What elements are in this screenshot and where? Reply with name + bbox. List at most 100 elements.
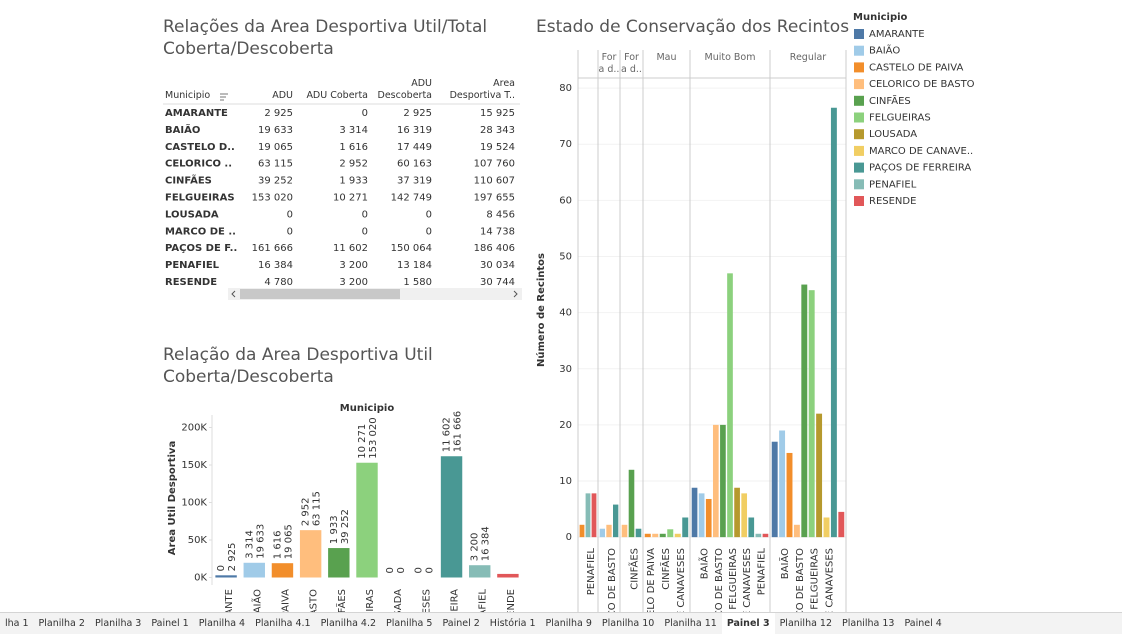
data-label: 3 314 (244, 530, 255, 559)
sheet-tab[interactable]: lha 1 (5, 618, 29, 629)
table-cell: 11 602 (333, 243, 368, 254)
panel-header: Mau (656, 52, 677, 63)
y-tick-label: 100K (181, 498, 207, 509)
row-header: CASTELO D.. (165, 142, 235, 153)
legend-swatch (854, 95, 864, 106)
bar (748, 517, 755, 538)
bar (271, 563, 294, 578)
legend-swatch (854, 112, 864, 123)
panel-header: For a d.. (598, 52, 620, 75)
bar (613, 504, 619, 538)
bar (585, 493, 591, 538)
y-tick-label: 60 (559, 195, 572, 206)
legend-label: BAIÃO (869, 44, 900, 57)
legend-label: CELORICO DE BASTO (869, 79, 975, 90)
legend-label: FELGUEIRAS (869, 113, 931, 124)
bar (621, 524, 628, 538)
bar (698, 493, 705, 538)
table-cell: 197 655 (474, 193, 515, 204)
legend-swatch (854, 79, 864, 90)
table-cell: 15 925 (480, 108, 515, 119)
bar (635, 528, 642, 538)
sheet-tab[interactable]: Planilha 9 (545, 618, 592, 629)
y-tick-label: 70 (559, 139, 572, 150)
sheet-tab[interactable]: Planilha 10 (601, 618, 655, 629)
legend-label: LOUSADA (869, 129, 917, 140)
bar (838, 511, 845, 538)
sheet-tab[interactable]: Planilha 12 (779, 618, 833, 629)
bar (659, 533, 666, 538)
y-tick-label: 0 (566, 532, 572, 543)
bar (823, 517, 830, 538)
table-cell: 3 200 (339, 277, 368, 288)
sheet-tab[interactable]: Planilha 5 (386, 618, 433, 629)
sheet-tab[interactable]: Planilha 4 (198, 618, 246, 629)
table-cell: 4 780 (264, 277, 293, 288)
table-cell: 16 319 (397, 125, 432, 136)
legend-label: CINFÃES (869, 94, 911, 107)
conservation-title: Estado de Conservação dos Recintos (536, 17, 850, 37)
table-cell: 19 065 (258, 142, 293, 153)
legend-swatch (854, 29, 864, 39)
x-tick-label: CO DE BASTO (309, 589, 320, 612)
column-header: ADU Coberta (306, 90, 368, 101)
table-cell: 19 633 (258, 125, 293, 136)
bar (682, 517, 689, 538)
y-axis-label: Número de Recintos (535, 253, 547, 367)
row-header: CINFÃES (165, 174, 212, 187)
sheet-tab[interactable]: Planilha 11 (664, 618, 717, 629)
sheet-tab[interactable]: Planilha 2 (38, 618, 85, 629)
table-cell: 16 384 (258, 260, 293, 271)
sheet-tab[interactable]: Planilha 4.2 (320, 618, 377, 629)
data-label: 0 (385, 567, 396, 573)
bar (793, 524, 800, 538)
tab-bar: lha 1 Planilha 2 Planilha 3 Painel 1 Planilh… (0, 612, 1122, 634)
legend-swatch (854, 179, 864, 190)
table-cell: 0 (426, 226, 432, 237)
sheet-tab[interactable]: Painel 2 (442, 618, 480, 629)
x-tick-label: FELGUEIRAS (728, 548, 739, 610)
bar (299, 530, 322, 578)
table-title: Relações da Area Desportiva Util/Total C… (163, 17, 488, 59)
bar (628, 469, 635, 538)
sheet-tab[interactable]: Painel 3 (721, 613, 775, 634)
sheet-tab[interactable]: Planilha 4.1 (255, 618, 311, 629)
x-tick-label: ICO DE BASTO (607, 548, 618, 612)
bar (727, 273, 733, 538)
bar (830, 107, 837, 538)
x-tick-label: BAIÃO (698, 548, 711, 579)
bar (816, 413, 823, 538)
bar (712, 424, 719, 538)
x-tick-label: ICO DE BASTO (795, 548, 806, 612)
data-label: 1 933 (329, 515, 340, 544)
x-tick-label: BAIÃO (778, 548, 791, 579)
bar (652, 533, 659, 538)
sheet-tab[interactable]: História 1 (489, 618, 536, 629)
data-label: 63 115 (312, 491, 323, 526)
table-cell: 161 666 (252, 243, 293, 254)
data-label: 0 (413, 567, 424, 573)
legend-label: AMARANTE (869, 29, 925, 40)
row-header: LOUSADA (165, 209, 219, 220)
sheet-tab[interactable]: Planilha 13 (842, 618, 895, 629)
legend-title: Municipio (853, 12, 908, 23)
bar (469, 565, 491, 578)
legend-swatch (854, 62, 864, 73)
bar (720, 424, 726, 538)
x-tick-label: CO DE VESES (421, 589, 432, 612)
data-label: 19 065 (283, 524, 294, 559)
sheet-tab[interactable]: Painel 4 (904, 618, 942, 629)
table-cell: 63 115 (258, 159, 293, 170)
sheet-tab[interactable]: Planilha 3 (94, 618, 142, 629)
bar (497, 573, 519, 578)
panel-header: For a d.. (621, 52, 642, 75)
panel-header: Muito Bom (704, 52, 756, 63)
x-tick-label: SADA (393, 589, 404, 612)
sheet-tab[interactable]: Painel 1 (151, 618, 189, 629)
table-cell: 1 933 (339, 176, 368, 187)
panel-header: Regular (789, 52, 827, 63)
table-cell: 3 314 (339, 125, 368, 136)
x-tick-label: TELO DE PAIVA (646, 548, 657, 612)
row-header: AMARANTE (165, 108, 228, 119)
